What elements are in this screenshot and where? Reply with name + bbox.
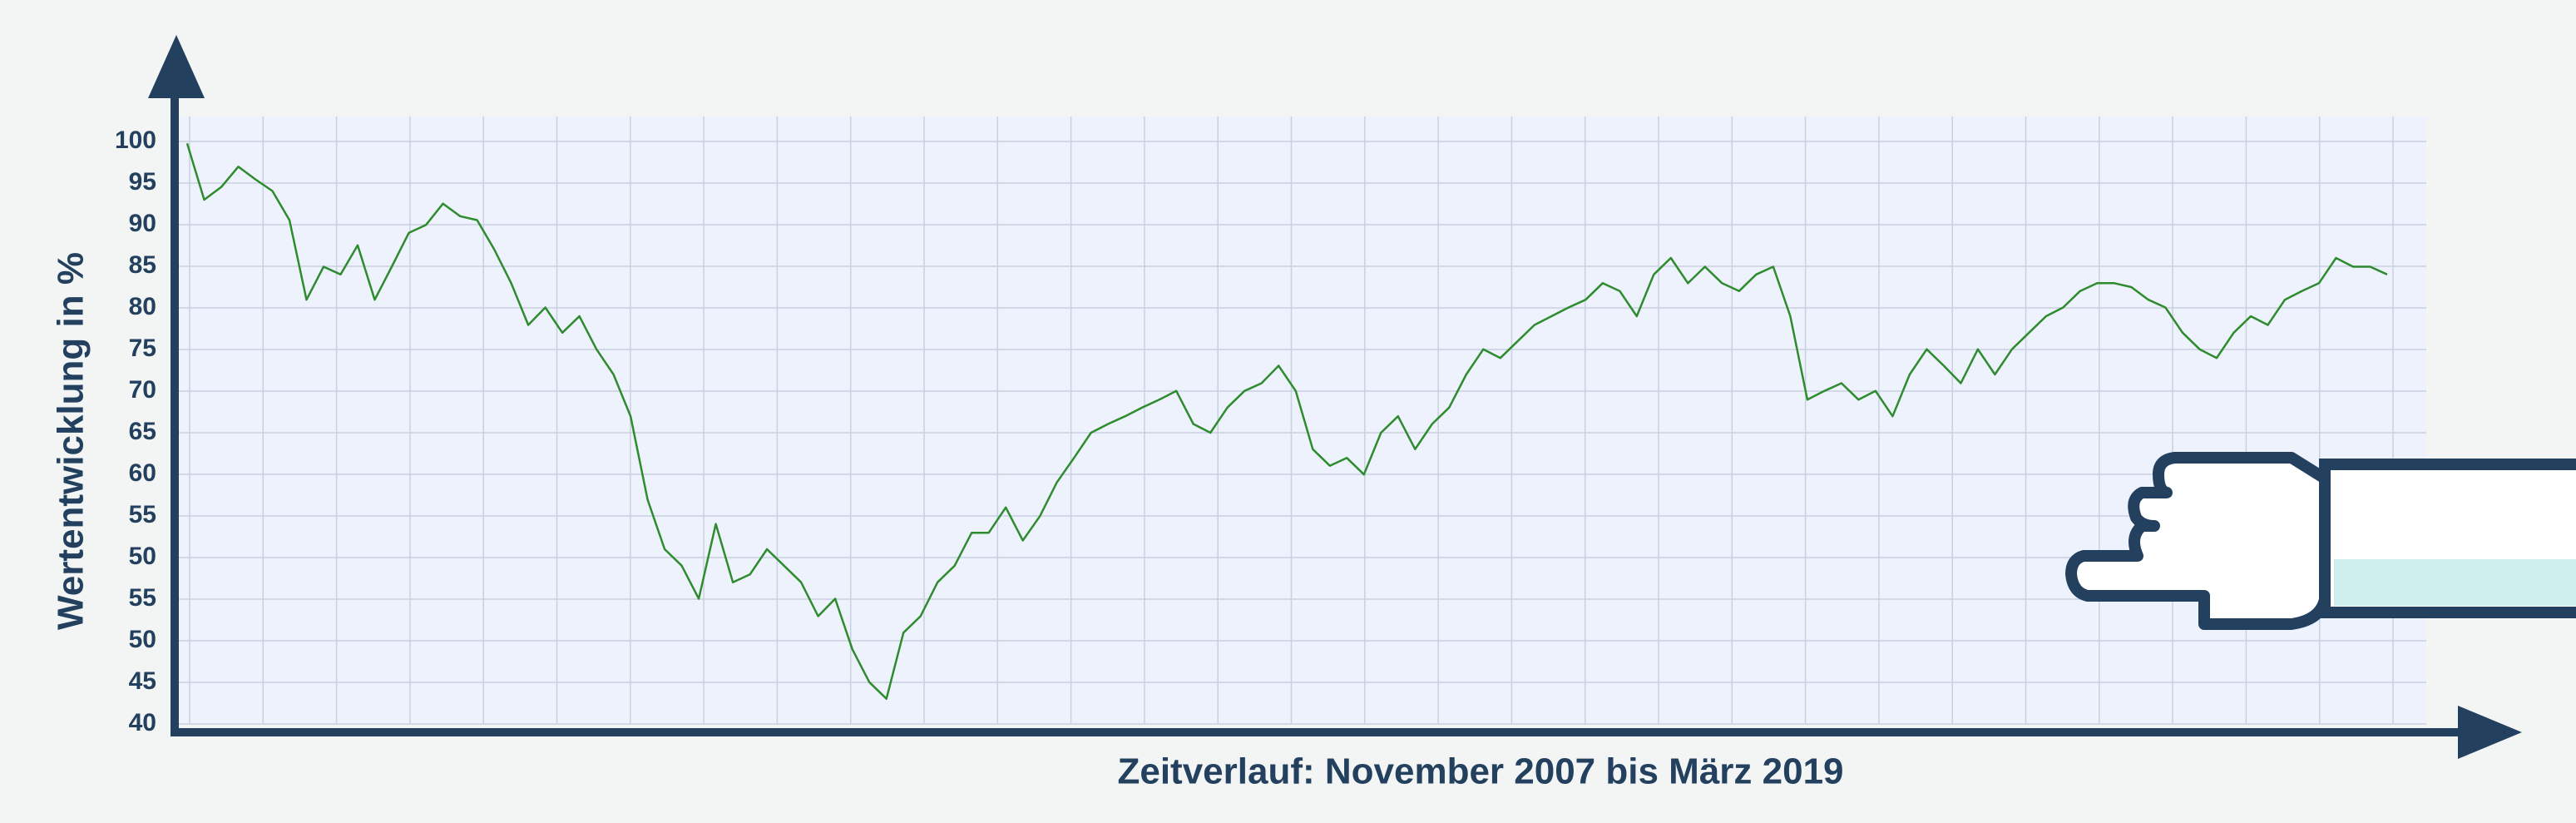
y-tick-label: 55 — [129, 584, 156, 612]
y-tick-label: 65 — [129, 418, 156, 445]
y-tick-label: 50 — [129, 626, 156, 653]
plot-area — [176, 117, 2426, 724]
sleeve-band — [2334, 559, 2576, 606]
y-tick-label: 85 — [129, 251, 156, 279]
marks — [185, 142, 2388, 700]
y-tick-label: 55 — [129, 501, 156, 528]
hand-icon — [2065, 452, 2576, 630]
x-axis-arrow — [2458, 706, 2522, 759]
y-tick-label: 70 — [129, 376, 156, 404]
y-tick-label: 80 — [129, 293, 156, 320]
y-axis-arrow — [148, 35, 205, 98]
y-tick-label: 45 — [129, 667, 156, 695]
y-tick-label: 75 — [129, 335, 156, 362]
y-tick-label: 95 — [129, 168, 156, 196]
y-tick-label: 60 — [129, 459, 156, 487]
data-line — [185, 142, 2388, 700]
x-axis-label: Zeitverlauf: November 2007 bis März 2019 — [1117, 751, 1843, 792]
y-tick-label: 100 — [115, 126, 156, 154]
grid — [176, 117, 2426, 725]
y-tick-label: 50 — [129, 543, 156, 570]
y-axis-label: Wertentwicklung in % — [51, 252, 91, 630]
y-tick-label: 40 — [129, 709, 156, 736]
y-tick-label: 90 — [129, 210, 156, 237]
hand — [2065, 452, 2331, 630]
